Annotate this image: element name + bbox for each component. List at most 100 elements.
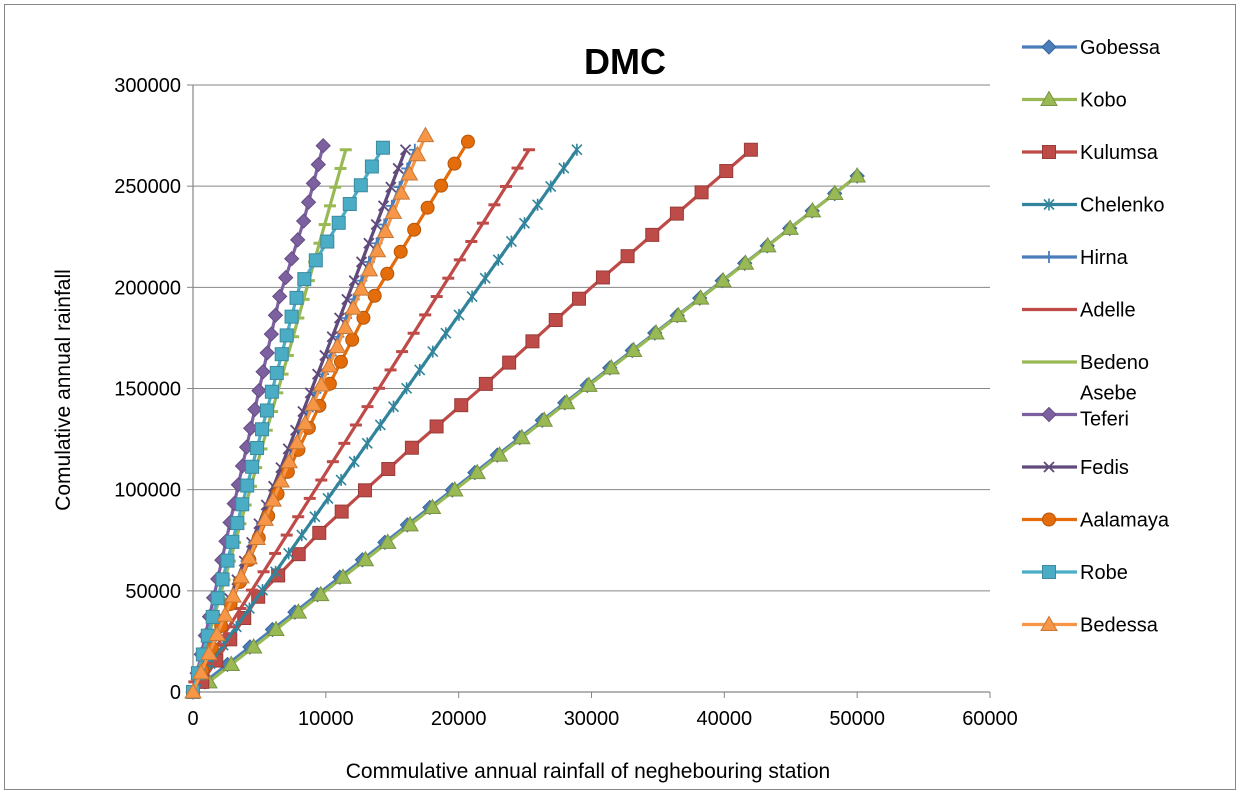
y-tick-label: 200000 xyxy=(114,277,181,299)
series-line-robe xyxy=(191,146,385,693)
x-tick-label: 10000 xyxy=(298,708,354,730)
data-point-asebe-teferi xyxy=(315,137,331,154)
tick-labels: 0 50000 100000 150000 200000 250000 300000 0 100… xyxy=(114,75,1018,730)
data-point-chelenko xyxy=(361,437,373,450)
data-point-bedessa xyxy=(368,241,387,258)
data-point-kobo xyxy=(781,219,799,235)
x-tick-label: 60000 xyxy=(962,708,1018,730)
data-point-robe xyxy=(297,272,312,287)
data-point-bedessa xyxy=(328,337,347,354)
legend-label: Robe xyxy=(1080,562,1128,584)
data-point-kobo xyxy=(803,201,822,218)
data-point-kobo xyxy=(848,167,867,183)
data-point-kulumsa xyxy=(404,440,419,455)
data-point-bedessa xyxy=(240,548,258,565)
data-point-aalamaya xyxy=(434,178,449,193)
data-point-asebe-teferi xyxy=(310,156,327,173)
legend-item-kobo: Kobo xyxy=(1022,90,1127,112)
data-point-kulumsa xyxy=(454,398,469,413)
data-point-asebe-teferi xyxy=(271,288,288,305)
data-point-bedessa xyxy=(224,587,242,603)
data-point-bedessa xyxy=(280,452,299,469)
data-point-robe xyxy=(274,347,289,362)
data-point-bedessa xyxy=(256,510,275,526)
data-point-fedis xyxy=(370,218,382,231)
data-point-chelenko xyxy=(479,272,491,285)
x-tick-label: 30000 xyxy=(564,708,620,730)
series-adelle xyxy=(188,148,536,684)
x-tick-label: 50000 xyxy=(829,708,885,730)
data-point-kobo xyxy=(691,289,710,305)
data-point-chelenko xyxy=(230,620,242,633)
legend-item-hirna: Hirna xyxy=(1022,247,1129,269)
y-tick-label: 100000 xyxy=(114,480,181,502)
data-point-chelenko xyxy=(374,418,386,431)
legend-item-bedeno: Bedeno xyxy=(1022,352,1149,374)
legend-swatch-marker xyxy=(1042,145,1056,159)
data-point-aalamaya xyxy=(380,266,395,281)
data-point-kobo xyxy=(714,271,732,288)
data-point-fedis xyxy=(333,312,346,324)
data-point-bedessa xyxy=(264,491,283,507)
data-point-bedessa xyxy=(248,529,266,546)
data-point-bedessa xyxy=(352,280,371,296)
data-point-bedessa xyxy=(304,395,323,411)
legend-item-kulumsa: Kulumsa xyxy=(1022,142,1159,164)
data-point-bedessa xyxy=(344,299,363,315)
data-point-fedis xyxy=(348,274,360,287)
data-point-chelenko xyxy=(440,327,452,340)
data-point-robe xyxy=(264,384,279,399)
legend-label: Hirna xyxy=(1080,247,1129,269)
data-point-robe xyxy=(331,215,346,230)
data-point-kobo xyxy=(423,498,442,514)
legend-item-chelenko: Chelenko xyxy=(1022,195,1165,217)
series-line-kulumsa xyxy=(200,148,752,683)
data-point-bedessa xyxy=(312,376,331,392)
legend-label: Teferi xyxy=(1080,409,1129,431)
data-point-chelenko xyxy=(558,162,570,175)
y-tick-label: 300000 xyxy=(114,75,181,97)
x-axis-title: Commulative annual rainfall of neghebour… xyxy=(346,760,830,783)
data-point-chelenko xyxy=(545,180,557,193)
data-point-chelenko xyxy=(414,363,426,376)
data-point-kulumsa xyxy=(620,249,635,264)
data-point-robe xyxy=(245,459,260,474)
data-point-kulumsa xyxy=(312,525,327,540)
data-point-bedessa xyxy=(392,184,411,200)
data-point-aalamaya xyxy=(345,332,360,347)
data-point-bedessa xyxy=(296,414,315,430)
data-point-chelenko xyxy=(427,345,439,358)
data-point-kulumsa xyxy=(525,334,540,349)
data-point-asebe-teferi xyxy=(305,175,322,192)
data-point-bedessa xyxy=(336,318,355,334)
data-point-chelenko xyxy=(322,492,334,505)
legend-item-aalamaya: Aalamaya xyxy=(1022,510,1170,532)
data-point-kobo xyxy=(758,236,777,253)
series-line-adelle xyxy=(192,148,531,683)
data-point-chelenko xyxy=(296,529,308,542)
series-kulumsa xyxy=(195,142,758,689)
data-point-bedessa xyxy=(376,222,395,239)
data-point-kulumsa xyxy=(429,419,444,434)
data-point-fedis xyxy=(341,293,353,305)
data-point-chelenko xyxy=(505,235,517,248)
data-point-kobo xyxy=(825,184,844,200)
data-point-fedis xyxy=(326,331,338,343)
data-point-asebe-teferi xyxy=(300,194,317,210)
data-point-kulumsa xyxy=(719,164,734,179)
y-axis-title: Comulative annual rainfall xyxy=(52,269,75,511)
data-point-chelenko xyxy=(401,382,413,395)
legend-label: Kulumsa xyxy=(1080,142,1159,164)
data-point-asebe-teferi xyxy=(284,251,300,267)
legend-item-fedis: Fedis xyxy=(1022,457,1129,479)
data-point-aalamaya xyxy=(367,288,382,303)
data-point-chelenko xyxy=(532,198,544,211)
data-point-bedessa xyxy=(208,625,226,641)
data-point-bedessa xyxy=(200,644,218,661)
data-point-kobo xyxy=(356,550,375,567)
data-point-kobo xyxy=(557,393,576,410)
data-point-bedessa xyxy=(408,145,427,162)
data-point-asebe-teferi xyxy=(255,364,271,380)
series-chelenko xyxy=(191,143,583,688)
data-point-bedessa xyxy=(384,203,403,219)
